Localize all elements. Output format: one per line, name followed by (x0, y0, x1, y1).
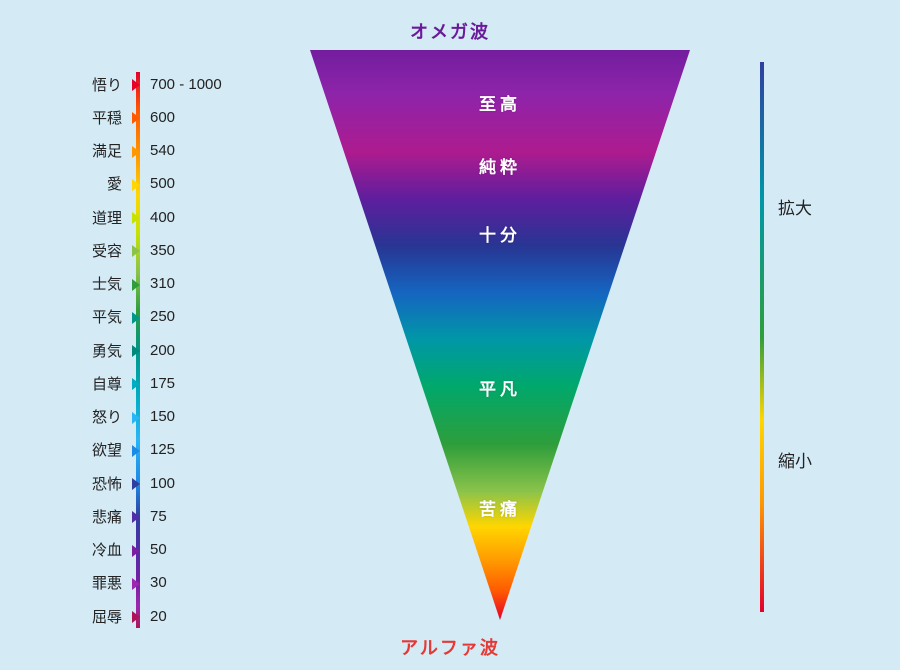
level-row: 悟り 700 - 1000 (70, 70, 240, 98)
level-label: 満足 (70, 140, 132, 161)
level-value: 200 (140, 342, 240, 359)
level-value: 540 (140, 142, 240, 159)
level-value: 175 (140, 375, 240, 392)
level-marker-icon (132, 78, 140, 90)
level-label: 屈辱 (70, 606, 132, 627)
level-marker-icon (132, 211, 140, 223)
level-label: 悲痛 (70, 506, 132, 527)
level-marker-icon (132, 244, 140, 256)
level-label: 怒り (70, 406, 132, 427)
level-label: 平気 (70, 306, 132, 327)
top-label: オメガ波 (0, 18, 900, 44)
level-value: 75 (140, 508, 240, 525)
level-label: 悟り (70, 74, 132, 95)
levels-column: 悟り 700 - 1000 平穏 600 満足 540 愛 500 道理 400 受容 350 士気 31… (70, 70, 240, 630)
level-value: 250 (140, 308, 240, 325)
level-value: 500 (140, 175, 240, 192)
level-label: 受容 (70, 240, 132, 261)
level-marker-icon (132, 278, 140, 290)
level-value: 600 (140, 109, 240, 126)
level-row: 罪悪 30 (70, 569, 240, 597)
level-label: 自尊 (70, 373, 132, 394)
level-row: 勇気 200 (70, 336, 240, 364)
level-label: 平穏 (70, 107, 132, 128)
level-value: 125 (140, 441, 240, 458)
level-marker-icon (132, 311, 140, 323)
right-gradient-bar (760, 62, 764, 612)
cone-band-label: 苦痛 (310, 495, 690, 520)
cone-band-label: 至高 (310, 90, 690, 115)
level-row: 屈辱 20 (70, 602, 240, 630)
level-row: 愛 500 (70, 170, 240, 198)
level-label: 愛 (70, 173, 132, 194)
level-marker-icon (132, 344, 140, 356)
level-value: 400 (140, 209, 240, 226)
level-marker-icon (132, 411, 140, 423)
level-marker-icon (132, 610, 140, 622)
level-marker-icon (132, 145, 140, 157)
level-label: 士気 (70, 273, 132, 294)
level-label: 勇気 (70, 340, 132, 361)
level-row: 恐怖 100 (70, 469, 240, 497)
level-row: 平穏 600 (70, 103, 240, 131)
level-row: 冷血 50 (70, 536, 240, 564)
level-label: 罪悪 (70, 572, 132, 593)
level-row: 受容 350 (70, 236, 240, 264)
level-row: 平気 250 (70, 303, 240, 331)
level-row: 怒り 150 (70, 403, 240, 431)
level-label: 欲望 (70, 439, 132, 460)
level-value: 150 (140, 408, 240, 425)
cone-band-label: 平凡 (310, 375, 690, 400)
level-value: 20 (140, 608, 240, 625)
level-marker-icon (132, 178, 140, 190)
level-value: 350 (140, 242, 240, 259)
level-label: 冷血 (70, 539, 132, 560)
cone-band-label: 十分 (310, 221, 690, 246)
level-value: 100 (140, 475, 240, 492)
level-marker-icon (132, 444, 140, 456)
level-marker-icon (132, 111, 140, 123)
level-label: 道理 (70, 207, 132, 228)
right-column: 拡大縮小 (760, 62, 860, 612)
level-marker-icon (132, 377, 140, 389)
level-marker-icon (132, 510, 140, 522)
bottom-label: アルファ波 (0, 634, 900, 660)
level-row: 士気 310 (70, 270, 240, 298)
right-side-label: 拡大 (778, 194, 812, 219)
level-row: 満足 540 (70, 137, 240, 165)
cone-band-label: 純粋 (310, 153, 690, 178)
level-marker-icon (132, 477, 140, 489)
cone: 至高純粋十分平凡苦痛 (310, 50, 690, 620)
level-row: 道理 400 (70, 203, 240, 231)
level-value: 700 - 1000 (140, 76, 240, 93)
level-marker-icon (132, 577, 140, 589)
consciousness-diagram: オメガ波 悟り 700 - 1000 平穏 600 満足 540 愛 500 道理 400 受容 35… (0, 0, 900, 670)
level-value: 310 (140, 275, 240, 292)
level-row: 悲痛 75 (70, 502, 240, 530)
level-label: 恐怖 (70, 473, 132, 494)
level-marker-icon (132, 544, 140, 556)
level-row: 欲望 125 (70, 436, 240, 464)
level-row: 自尊 175 (70, 369, 240, 397)
right-side-label: 縮小 (778, 447, 812, 472)
level-value: 50 (140, 541, 240, 558)
level-value: 30 (140, 574, 240, 591)
